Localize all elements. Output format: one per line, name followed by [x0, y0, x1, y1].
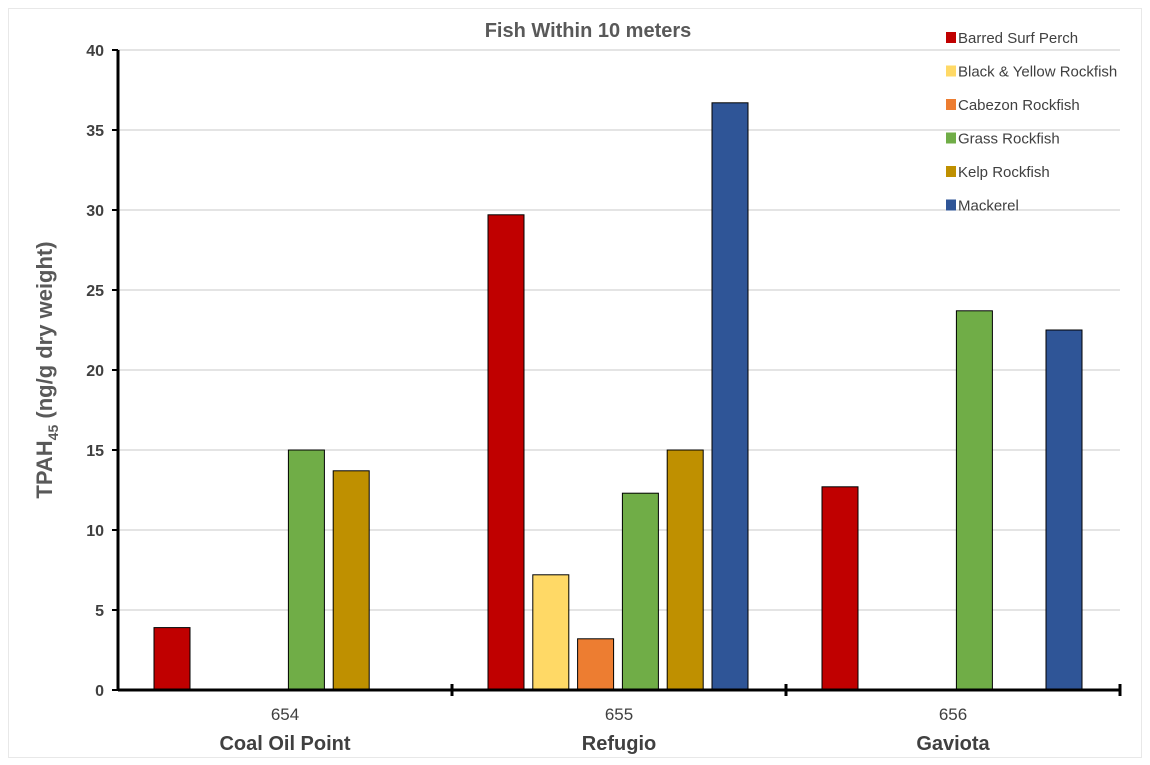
bar-655-cabezon-rockfish — [577, 638, 615, 691]
bar-656-grass-rockfish — [955, 310, 993, 691]
x-category-name: Refugio — [582, 733, 656, 755]
y-axis-label-main: TPAH — [32, 440, 57, 498]
y-tick-label: 25 — [86, 283, 104, 300]
x-category-code: 654 — [271, 705, 299, 724]
y-axis-ticks: 0 5 10 15 20 25 30 35 40 — [86, 43, 118, 700]
legend-label: Barred Surf Perch — [958, 30, 1078, 47]
bar-655-black-yellow-rockfish — [532, 574, 570, 691]
legend-swatch — [946, 166, 956, 177]
legend-label: Mackerel — [958, 198, 1019, 215]
legend: Barred Surf Perch Black & Yellow Rockfish… — [946, 30, 1117, 215]
y-axis-label-subscript: 45 — [45, 425, 61, 441]
legend-label: Grass Rockfish — [958, 131, 1060, 148]
bar-654-kelp-rockfish — [332, 470, 370, 691]
legend-swatch — [946, 99, 956, 110]
x-category-code: 655 — [605, 705, 633, 724]
chart-frame — [8, 8, 1142, 758]
bar-656-barred-surf-perch — [821, 486, 859, 691]
bar-655-barred-surf-perch — [487, 214, 525, 691]
legend-swatch — [946, 199, 956, 211]
bar-654-grass-rockfish — [287, 449, 325, 691]
legend-label: Black & Yellow Rockfish — [958, 64, 1117, 81]
y-tick-label: 0 — [95, 683, 104, 700]
chart-title: Fish Within 10 meters — [485, 20, 692, 42]
bar-654-barred-surf-perch — [153, 627, 191, 691]
bar-655-mackerel — [711, 102, 749, 691]
legend-swatch — [946, 65, 956, 77]
y-tick-label: 10 — [86, 523, 104, 540]
y-tick-label: 15 — [86, 443, 104, 460]
x-category-name: Gaviota — [916, 733, 990, 755]
y-tick-label: 40 — [86, 43, 104, 60]
y-tick-label: 5 — [95, 603, 104, 620]
x-category-name: Coal Oil Point — [219, 733, 350, 755]
legend-label: Cabezon Rockfish — [958, 97, 1080, 114]
y-tick-label: 20 — [86, 363, 104, 380]
bar-655-kelp-rockfish — [666, 449, 704, 691]
legend-swatch — [946, 32, 956, 43]
bar-656-mackerel — [1045, 329, 1083, 691]
gridlines — [118, 49, 1120, 611]
bars — [153, 102, 1083, 691]
legend-label: Kelp Rockfish — [958, 164, 1050, 181]
bar-655-grass-rockfish — [621, 492, 659, 691]
y-axis-label: TPAH45 (ng/g dry weight) — [32, 241, 61, 498]
y-tick-label: 30 — [86, 203, 104, 220]
y-axis-label-rest: (ng/g dry weight) — [32, 241, 57, 424]
legend-swatch — [946, 132, 956, 144]
x-category-code: 656 — [939, 705, 967, 724]
axes — [116, 50, 1122, 696]
x-axis-labels: 654 Coal Oil Point 655 Refugio 656 Gaviota — [219, 705, 990, 755]
y-tick-label: 35 — [86, 123, 104, 140]
